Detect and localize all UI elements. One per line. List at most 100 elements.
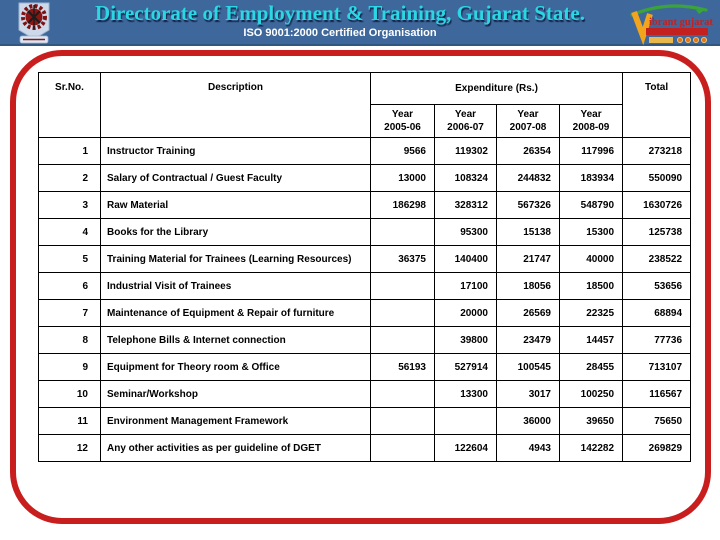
col-header-year: Year 2005-06 (370, 104, 435, 138)
year-value-cell (370, 299, 435, 327)
header-titles: Directorate of Employment & Training, Gu… (60, 0, 620, 46)
year-value-cell: 36000 (496, 407, 560, 435)
year-value-cell: 14457 (558, 326, 624, 354)
total-cell: 1630726 (622, 191, 692, 219)
year-value-cell (370, 218, 435, 246)
svg-text:ibrant gujarat: ibrant gujarat (649, 17, 713, 28)
table-row: 1 Instructor Training 9566 119302 26354 11799… (38, 137, 692, 165)
description-cell: Industrial Visit of Trainees (100, 272, 371, 300)
year-value-cell: 26354 (496, 137, 560, 165)
table-header: Sr.No. Description Expenditure (Rs.) Tot… (38, 72, 692, 138)
description-cell: Telephone Bills & Internet connection (100, 326, 371, 354)
sr-no-cell: 9 (38, 353, 101, 381)
year-value-cell: 548790 (558, 191, 624, 219)
year-value-cell: 186298 (370, 191, 435, 219)
total-cell: 550090 (622, 164, 692, 192)
year-value-cell (370, 272, 435, 300)
table-row: 12 Any other activities as per guideline … (38, 434, 692, 462)
page-title: Directorate of Employment & Training, Gu… (95, 1, 585, 25)
year-value-cell: 39800 (434, 326, 497, 354)
table-row: 8 Telephone Bills & Internet connection 39… (38, 326, 692, 354)
year-value-cell: 26569 (496, 299, 560, 327)
year-value-cell: 9566 (370, 137, 435, 165)
det-emblem-icon (18, 2, 50, 44)
sr-no-cell: 11 (38, 407, 101, 435)
total-cell: 269829 (622, 434, 692, 462)
year-header-row: Year 2005-06 Year 2006-07 Year 2007-08 Year 200… (39, 104, 691, 138)
year-value-cell: 117996 (558, 137, 624, 165)
total-cell: 68894 (622, 299, 692, 327)
col-header-total: Total (622, 72, 692, 138)
sr-no-cell: 10 (38, 380, 101, 408)
year-value-cell: 142282 (558, 434, 624, 462)
year-value-cell: 13300 (434, 380, 497, 408)
year-value-cell: 13000 (370, 164, 435, 192)
description-cell: Raw Material (100, 191, 371, 219)
year-value-cell: 244832 (496, 164, 560, 192)
sr-no-cell: 4 (38, 218, 101, 246)
vibrant-gujarat-logo: ibrant gujarat (622, 2, 714, 46)
col-header-description: Description (100, 72, 371, 138)
col-header-year: Year 2007-08 (496, 104, 560, 138)
year-value-cell: 22325 (558, 299, 624, 327)
sr-no-cell: 3 (38, 191, 101, 219)
year-value-cell: 119302 (434, 137, 497, 165)
description-cell: Salary of Contractual / Guest Faculty (100, 164, 371, 192)
year-value-cell: 122604 (434, 434, 497, 462)
year-value-cell (434, 407, 497, 435)
year-value-cell: 28455 (558, 353, 624, 381)
year-value-cell: 527914 (434, 353, 497, 381)
year-value-cell (370, 434, 435, 462)
year-value-cell: 21747 (496, 245, 560, 273)
description-cell: Equipment for Theory room & Office (100, 353, 371, 381)
year-value-cell: 140400 (434, 245, 497, 273)
year-value-cell: 18056 (496, 272, 560, 300)
description-cell: Seminar/Workshop (100, 380, 371, 408)
sr-no-cell: 12 (38, 434, 101, 462)
year-value-cell: 40000 (558, 245, 624, 273)
year-value-cell: 18500 (558, 272, 624, 300)
table-row: 3 Raw Material 186298 328312 567326 548790 163… (38, 191, 692, 219)
col-header-year: Year 2006-07 (434, 104, 497, 138)
total-cell: 77736 (622, 326, 692, 354)
total-cell: 53656 (622, 272, 692, 300)
year-value-cell: 56193 (370, 353, 435, 381)
year-value-cell (370, 380, 435, 408)
year-value-cell: 39650 (558, 407, 624, 435)
year-value-cell: 328312 (434, 191, 497, 219)
year-value-cell: 183934 (558, 164, 624, 192)
table-row: 5 Training Material for Trainees (Learnin… (38, 245, 692, 273)
year-value-cell: 15138 (496, 218, 560, 246)
sr-no-cell: 6 (38, 272, 101, 300)
expenditure-table-body: 1 Instructor Training 9566 119302 26354 11799… (38, 137, 692, 462)
table-header-row-main: Sr.No. Description Expenditure (Rs.) Tot… (38, 72, 692, 138)
year-value-cell: 108324 (434, 164, 497, 192)
sr-no-cell: 5 (38, 245, 101, 273)
header-bar: Directorate of Employment & Training, Gu… (0, 0, 720, 46)
sr-no-cell: 1 (38, 137, 101, 165)
year-value-cell: 567326 (496, 191, 560, 219)
total-cell: 116567 (622, 380, 692, 408)
year-value-cell: 95300 (434, 218, 497, 246)
description-cell: Instructor Training (100, 137, 371, 165)
year-value-cell: 100250 (558, 380, 624, 408)
year-value-cell (370, 326, 435, 354)
year-value-cell (370, 407, 435, 435)
total-cell: 713107 (622, 353, 692, 381)
table-row: 10 Seminar/Workshop 13300 3017 100250 116567 (38, 380, 692, 408)
year-value-cell: 100545 (496, 353, 560, 381)
page-subtitle: ISO 9001:2000 Certified Organisation (243, 27, 437, 39)
table-row: 9 Equipment for Theory room & Office 56193… (38, 353, 692, 381)
col-header-expenditure: Expenditure (Rs.) (369, 72, 624, 105)
total-cell: 75650 (622, 407, 692, 435)
year-value-cell: 4943 (496, 434, 560, 462)
vibrant-gujarat-icon: ibrant gujarat (630, 4, 713, 46)
description-cell: Maintenance of Equipment & Repair of fur… (100, 299, 371, 327)
col-header-year: Year 2008-09 (558, 104, 624, 138)
sr-no-cell: 7 (38, 299, 101, 327)
table-row: 11 Environment Management Framework 36000 3… (38, 407, 692, 435)
sr-no-cell: 2 (38, 164, 101, 192)
table-row: 4 Books for the Library 95300 15138 15300 125… (38, 218, 692, 246)
year-value-cell: 23479 (496, 326, 560, 354)
year-value-cell: 20000 (434, 299, 497, 327)
